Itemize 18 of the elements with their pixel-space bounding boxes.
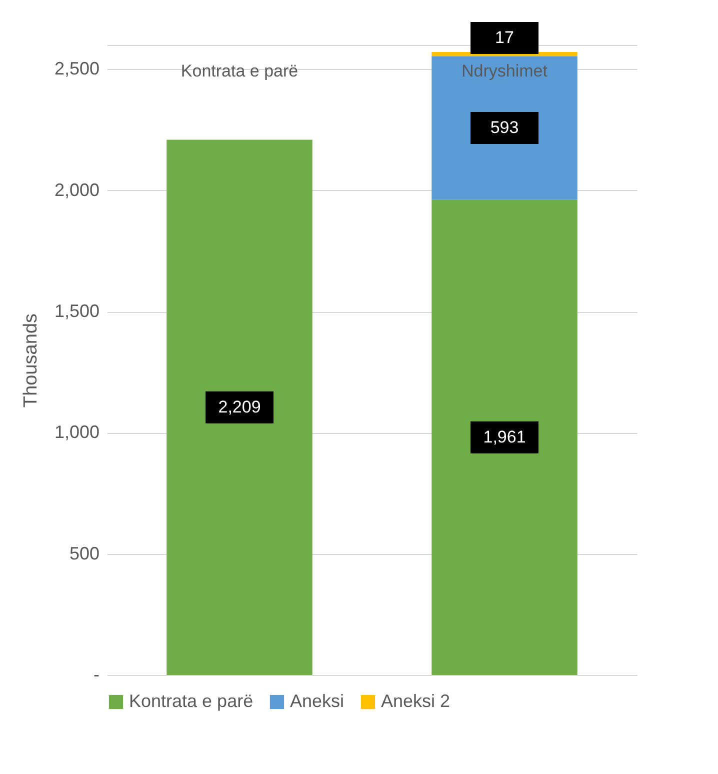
x-tick-label: Ndryshimet xyxy=(462,62,548,80)
y-tick-label: 1,500 xyxy=(54,301,100,322)
bar xyxy=(432,200,578,675)
y-tick-label: 2,500 xyxy=(54,58,100,79)
y-tick-label: - xyxy=(94,664,100,684)
y-tick-label: 2,000 xyxy=(54,180,100,200)
legend-label: Aneksi xyxy=(290,691,344,711)
data-label: 1,961 xyxy=(483,427,526,446)
legend-label: Aneksi 2 xyxy=(381,691,450,711)
y-tick-label: 1,000 xyxy=(54,422,100,442)
y-axis-title: Thousands xyxy=(20,313,42,408)
y-tick-label: 500 xyxy=(69,543,100,564)
data-label: 2,209 xyxy=(218,397,261,416)
bar xyxy=(166,140,312,675)
data-label: 17 xyxy=(495,28,514,48)
data-label: 593 xyxy=(490,118,519,137)
legend-label: Kontrata e parë xyxy=(129,691,254,711)
bar xyxy=(432,56,578,200)
